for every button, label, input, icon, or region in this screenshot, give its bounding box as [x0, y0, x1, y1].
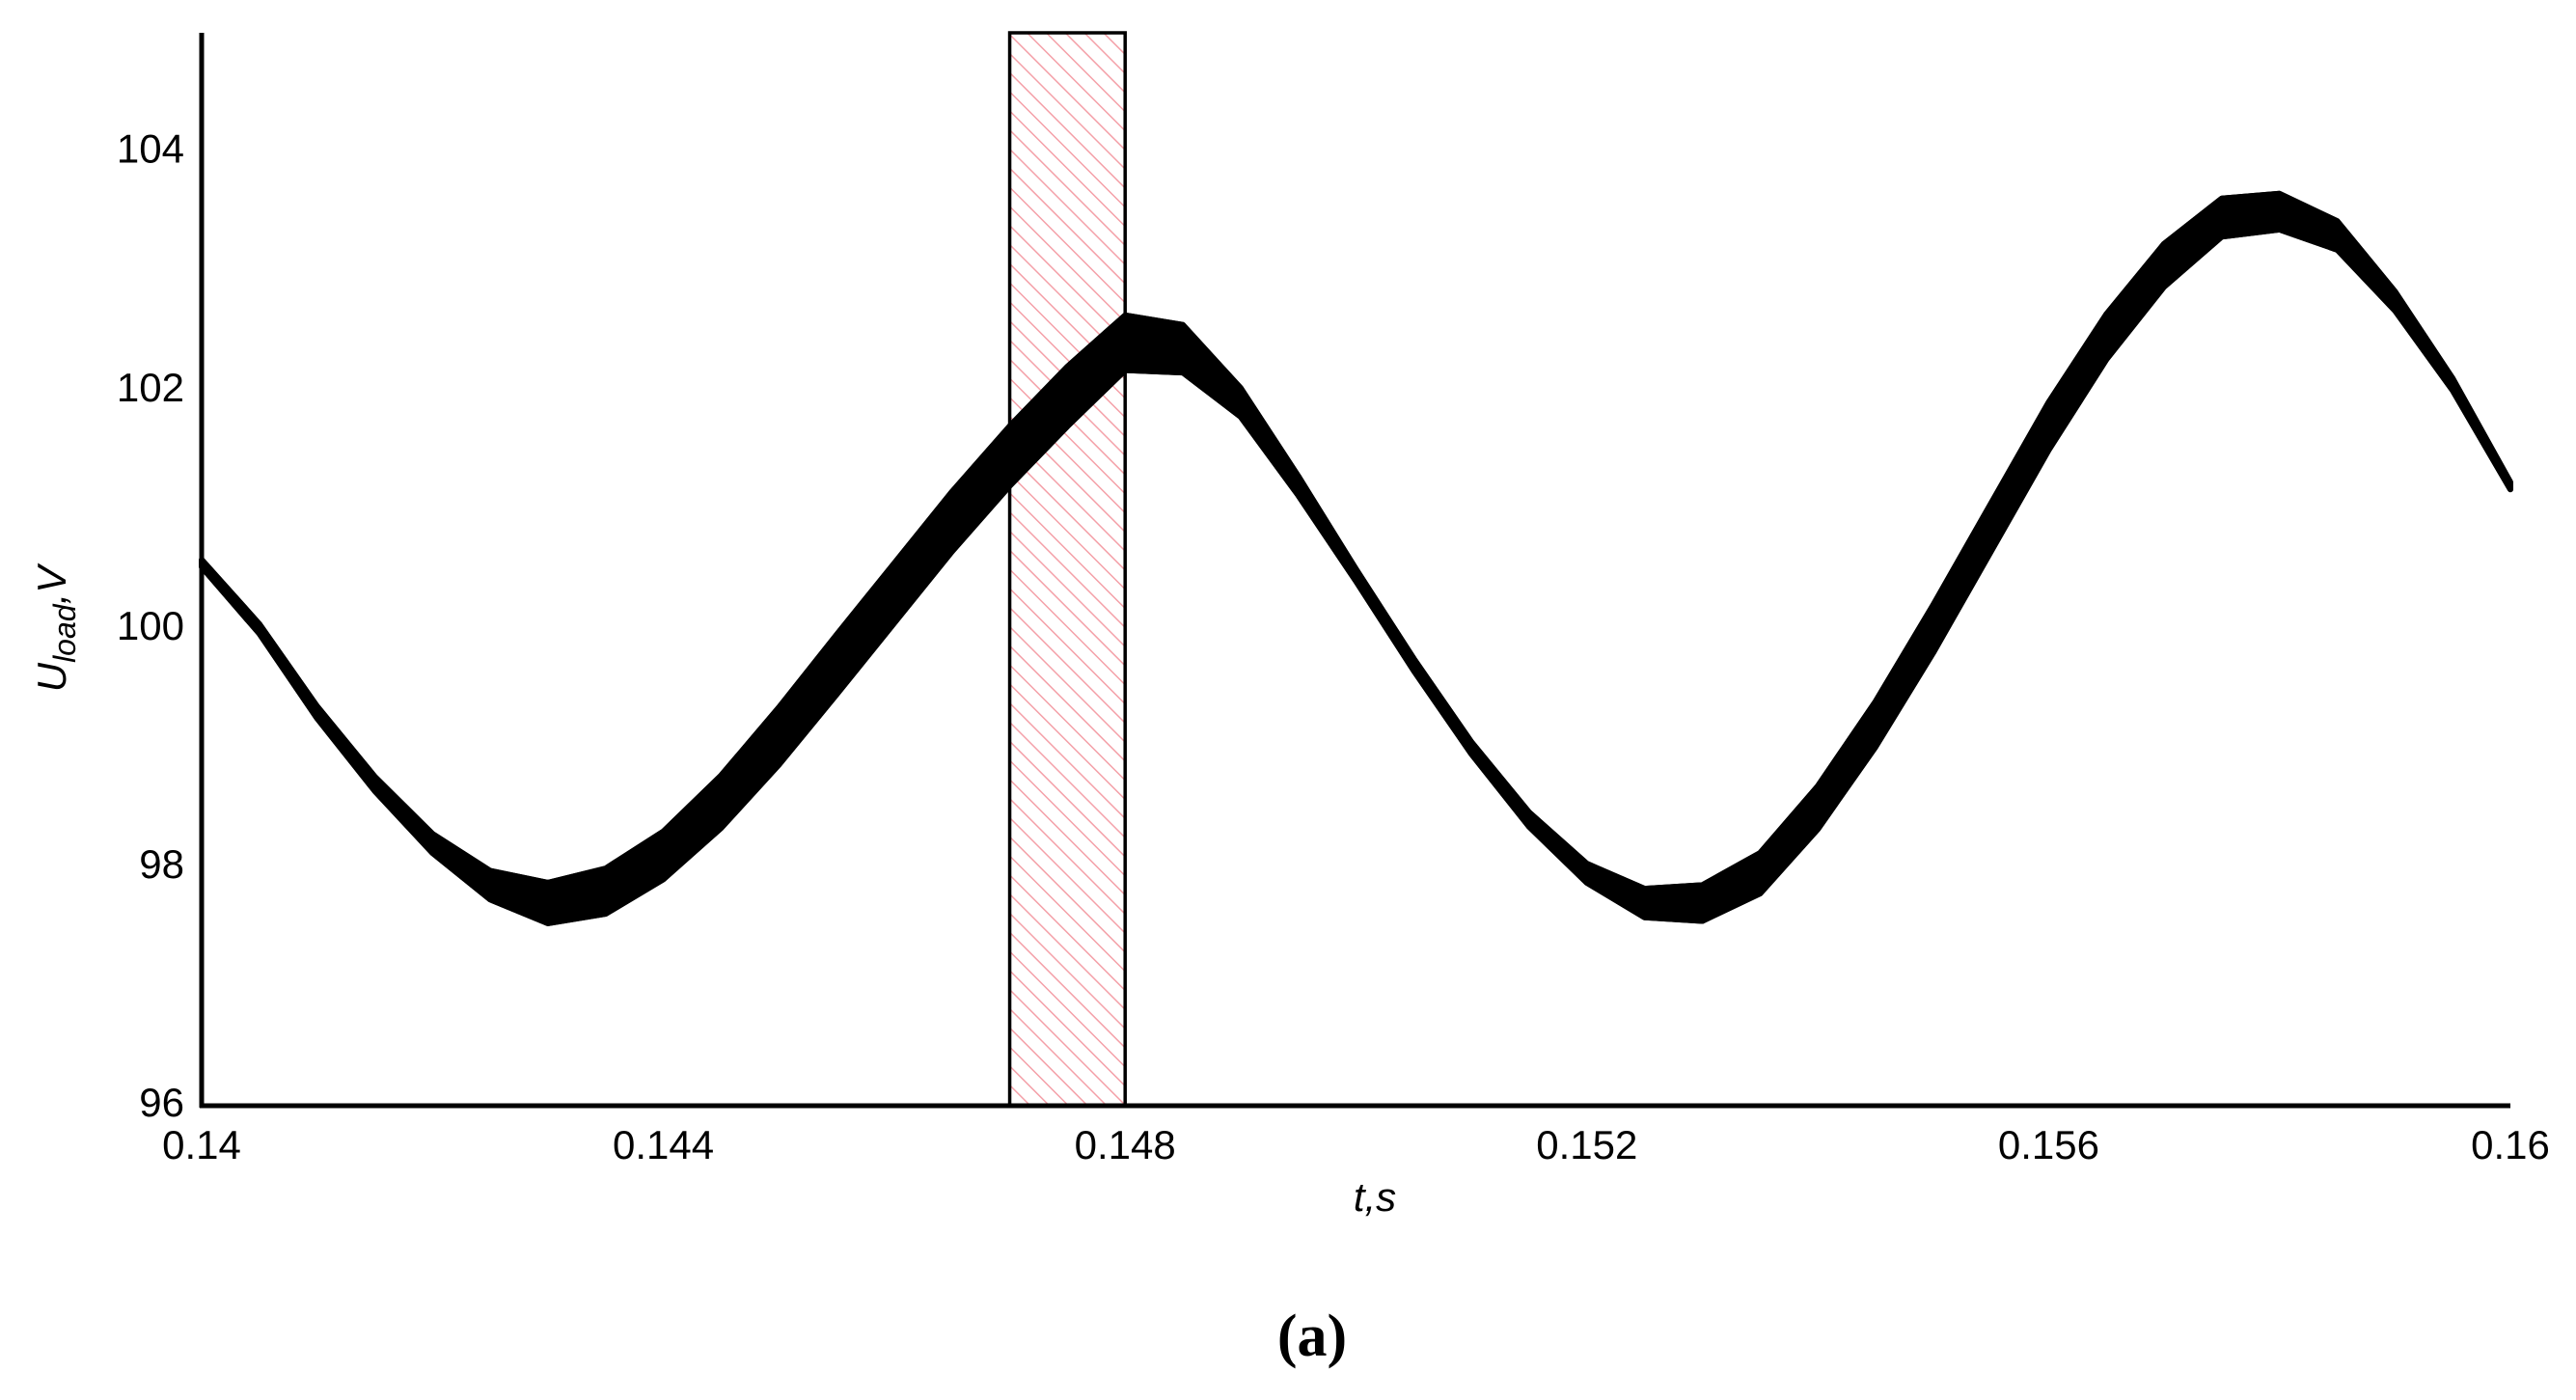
y-tick-label: 102: [117, 365, 184, 410]
signal-band: [199, 190, 2513, 926]
x-tick-label: 0.148: [1075, 1122, 1176, 1167]
y-axis-label: Uload,V: [29, 563, 82, 693]
x-axis-label: t,s: [1354, 1174, 1396, 1220]
x-tick-label: 0.152: [1536, 1122, 1637, 1167]
x-tick-label: 0.16: [2471, 1122, 2550, 1167]
y-tick-label: 96: [139, 1080, 184, 1125]
caption: (a): [1277, 1304, 1347, 1369]
highlight-region: [1009, 33, 1126, 1106]
y-tick-label: 104: [117, 126, 184, 172]
x-tick-label: 0.144: [613, 1122, 714, 1167]
y-label-sub: load: [47, 603, 82, 663]
signal-envelope: [199, 190, 2513, 892]
y-label-main: U: [29, 662, 74, 692]
signal-envelope: [199, 226, 2513, 926]
y-tick-label: 98: [139, 841, 184, 887]
x-tick-label: 0.14: [162, 1122, 241, 1167]
x-tick-label: 0.156: [1998, 1122, 2099, 1167]
y-tick-label: 100: [117, 603, 184, 648]
y-label-rest: ,V: [29, 563, 74, 605]
